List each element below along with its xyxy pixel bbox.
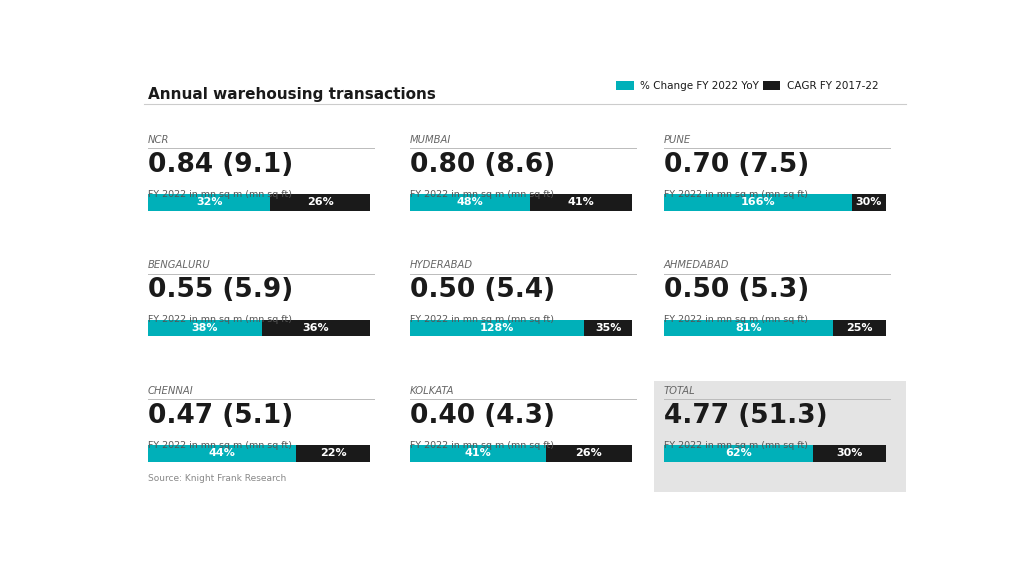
Text: FY 2022 in mn sq m (mn sq ft): FY 2022 in mn sq m (mn sq ft) (410, 190, 554, 199)
Text: MUMBAI: MUMBAI (410, 134, 452, 144)
Text: 48%: 48% (457, 197, 483, 207)
FancyBboxPatch shape (410, 320, 585, 336)
Text: Source: Knight Frank Research: Source: Knight Frank Research (147, 474, 286, 483)
FancyBboxPatch shape (546, 445, 632, 461)
Text: 128%: 128% (480, 323, 514, 333)
Text: CHENNAI: CHENNAI (147, 386, 194, 396)
Text: 0.40 (4.3): 0.40 (4.3) (410, 403, 555, 429)
Text: KOLKATA: KOLKATA (410, 386, 455, 396)
FancyBboxPatch shape (654, 381, 905, 492)
Text: 32%: 32% (196, 197, 222, 207)
Text: 25%: 25% (847, 323, 872, 333)
Text: 0.55 (5.9): 0.55 (5.9) (147, 277, 293, 303)
Text: HYDERABAD: HYDERABAD (410, 260, 473, 270)
Text: FY 2022 in mn sq m (mn sq ft): FY 2022 in mn sq m (mn sq ft) (664, 441, 808, 450)
FancyBboxPatch shape (529, 194, 632, 211)
Text: 0.50 (5.3): 0.50 (5.3) (664, 277, 809, 303)
Text: 22%: 22% (319, 448, 346, 459)
FancyBboxPatch shape (834, 320, 886, 336)
Text: FY 2022 in mn sq m (mn sq ft): FY 2022 in mn sq m (mn sq ft) (664, 190, 808, 199)
FancyBboxPatch shape (270, 194, 370, 211)
FancyBboxPatch shape (664, 445, 813, 461)
Text: 38%: 38% (191, 323, 218, 333)
FancyBboxPatch shape (585, 320, 632, 336)
Text: 0.50 (5.4): 0.50 (5.4) (410, 277, 555, 303)
FancyBboxPatch shape (296, 445, 370, 461)
FancyBboxPatch shape (410, 445, 546, 461)
Text: FY 2022 in mn sq m (mn sq ft): FY 2022 in mn sq m (mn sq ft) (147, 315, 292, 324)
Text: 41%: 41% (567, 197, 594, 207)
FancyBboxPatch shape (262, 320, 370, 336)
Text: 0.70 (7.5): 0.70 (7.5) (664, 152, 809, 178)
Text: FY 2022 in mn sq m (mn sq ft): FY 2022 in mn sq m (mn sq ft) (410, 315, 554, 324)
FancyBboxPatch shape (410, 194, 529, 211)
Text: 36%: 36% (303, 323, 330, 333)
Text: CAGR FY 2017-22: CAGR FY 2017-22 (786, 80, 879, 90)
Text: 0.80 (8.6): 0.80 (8.6) (410, 152, 555, 178)
FancyBboxPatch shape (616, 81, 634, 90)
Text: 30%: 30% (837, 448, 863, 459)
FancyBboxPatch shape (664, 320, 834, 336)
FancyBboxPatch shape (147, 320, 262, 336)
Text: FY 2022 in mn sq m (mn sq ft): FY 2022 in mn sq m (mn sq ft) (410, 441, 554, 450)
FancyBboxPatch shape (763, 81, 780, 90)
Text: AHMEDABAD: AHMEDABAD (664, 260, 729, 270)
Text: 81%: 81% (735, 323, 762, 333)
Text: 26%: 26% (575, 448, 602, 459)
Text: 30%: 30% (856, 197, 882, 207)
Text: % Change FY 2022 YoY: % Change FY 2022 YoY (640, 80, 759, 90)
FancyBboxPatch shape (852, 194, 886, 211)
Text: 0.47 (5.1): 0.47 (5.1) (147, 403, 293, 429)
Text: 166%: 166% (740, 197, 775, 207)
FancyBboxPatch shape (813, 445, 886, 461)
Text: 0.84 (9.1): 0.84 (9.1) (147, 152, 293, 178)
Text: FY 2022 in mn sq m (mn sq ft): FY 2022 in mn sq m (mn sq ft) (147, 190, 292, 199)
Text: BENGALURU: BENGALURU (147, 260, 211, 270)
Text: 44%: 44% (209, 448, 236, 459)
Text: PUNE: PUNE (664, 134, 691, 144)
FancyBboxPatch shape (147, 445, 296, 461)
Text: FY 2022 in mn sq m (mn sq ft): FY 2022 in mn sq m (mn sq ft) (147, 441, 292, 450)
Text: 35%: 35% (595, 323, 622, 333)
Text: 4.77 (51.3): 4.77 (51.3) (664, 403, 827, 429)
FancyBboxPatch shape (664, 194, 852, 211)
Text: FY 2022 in mn sq m (mn sq ft): FY 2022 in mn sq m (mn sq ft) (664, 315, 808, 324)
Text: 62%: 62% (725, 448, 752, 459)
Text: NCR: NCR (147, 134, 169, 144)
Text: 26%: 26% (307, 197, 334, 207)
FancyBboxPatch shape (147, 194, 270, 211)
Text: 41%: 41% (464, 448, 492, 459)
Text: Annual warehousing transactions: Annual warehousing transactions (147, 87, 436, 102)
Text: TOTAL: TOTAL (664, 386, 695, 396)
